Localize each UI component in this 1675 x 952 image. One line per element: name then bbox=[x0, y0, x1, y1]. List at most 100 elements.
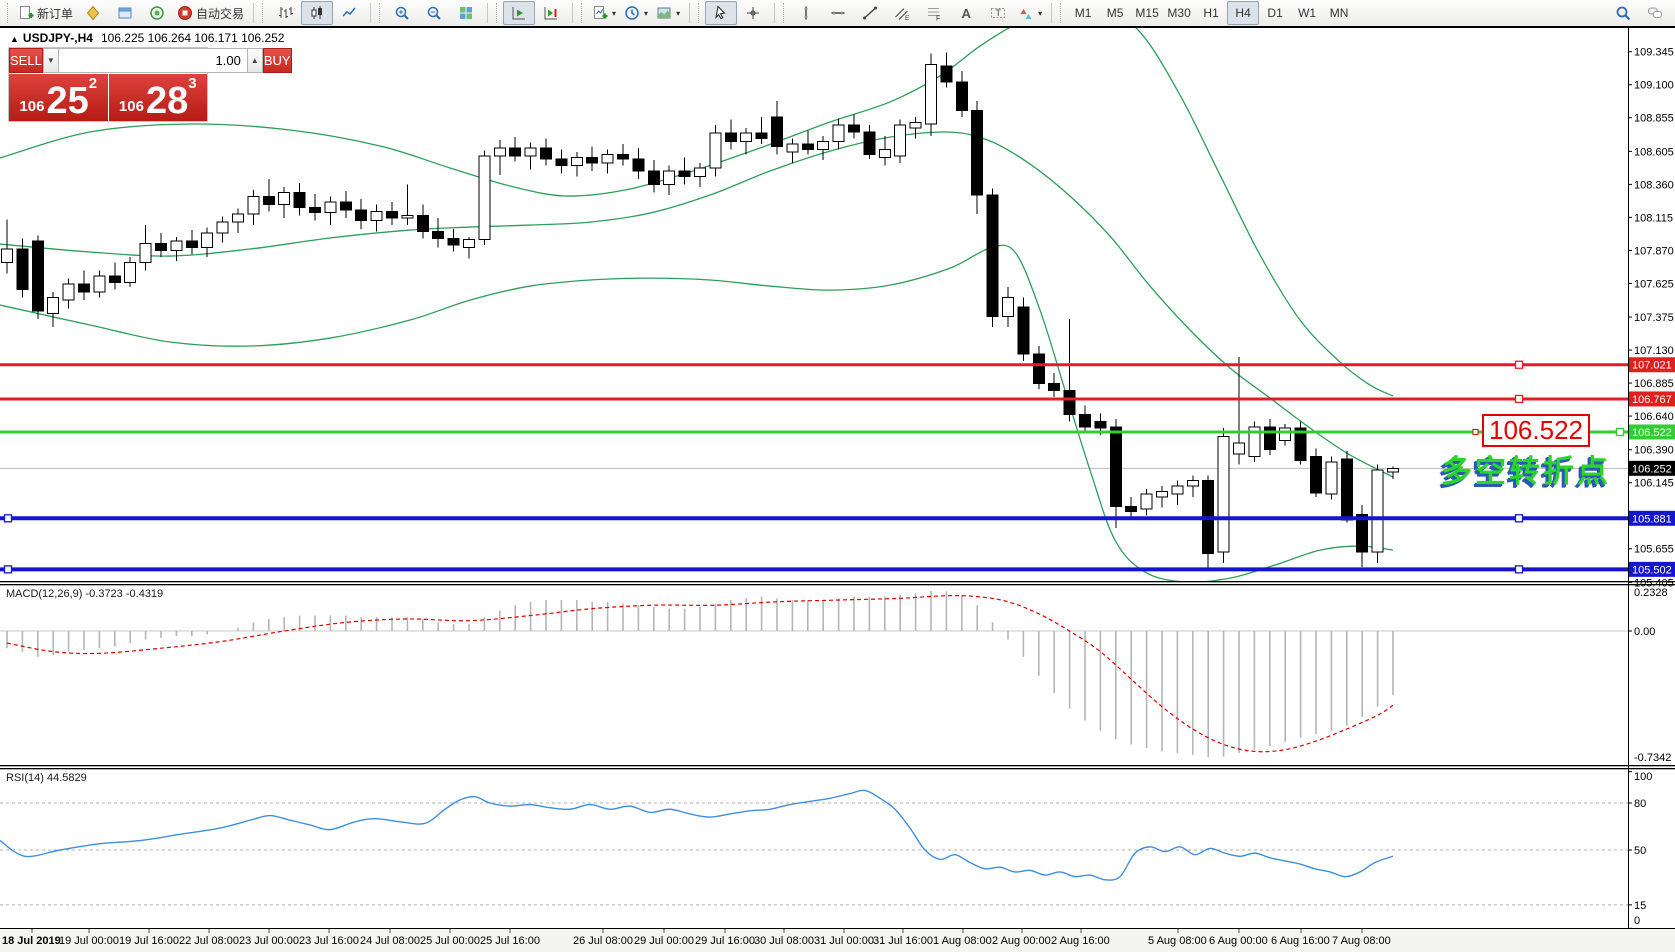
text-label-button[interactable]: T bbox=[982, 1, 1014, 25]
candle-body bbox=[432, 231, 445, 239]
hline-handle[interactable] bbox=[1514, 394, 1524, 404]
new-order-button[interactable]: 新订单 bbox=[14, 1, 77, 25]
toolbar-separator bbox=[370, 3, 372, 23]
crosshair-button[interactable] bbox=[737, 1, 769, 25]
trendline-button[interactable] bbox=[854, 1, 886, 25]
hline-handle[interactable] bbox=[1514, 565, 1524, 574]
templates-button[interactable]: ▾ bbox=[652, 1, 684, 25]
line-chart-button[interactable] bbox=[333, 1, 365, 25]
panel-separator[interactable] bbox=[0, 584, 1675, 586]
text-button[interactable]: A bbox=[950, 1, 982, 25]
toolbar-grip bbox=[783, 3, 787, 23]
indicators-icon bbox=[594, 6, 608, 19]
candle-body bbox=[694, 167, 706, 177]
timeframe-h4-button[interactable]: H4 bbox=[1227, 1, 1260, 25]
candle-body bbox=[1109, 426, 1122, 507]
timeframe-m30-button[interactable]: M30 bbox=[1167, 6, 1191, 20]
horizontal-line-button[interactable] bbox=[822, 1, 854, 25]
indicators-button[interactable]: ▾ bbox=[588, 1, 620, 25]
navigator-button[interactable] bbox=[141, 1, 173, 25]
panel-separator[interactable] bbox=[0, 581, 1675, 583]
data-window-icon bbox=[118, 7, 132, 19]
hline-handle[interactable] bbox=[1514, 360, 1524, 369]
timeframe-m5-button[interactable]: M5 bbox=[1106, 6, 1124, 20]
bar-chart-button[interactable] bbox=[269, 1, 301, 25]
search-button[interactable] bbox=[1607, 1, 1639, 25]
market-watch-button[interactable] bbox=[77, 1, 109, 25]
equidistant-channel-button[interactable]: E bbox=[886, 1, 918, 25]
chinese-annotation-text[interactable]: 多空转折点 bbox=[1441, 454, 1611, 489]
timeframe-m1-button[interactable]: M1 bbox=[1074, 6, 1092, 20]
panel-separator[interactable] bbox=[0, 768, 1675, 770]
candle-body bbox=[324, 201, 337, 214]
candle-body bbox=[185, 240, 198, 249]
toolbar-grip bbox=[1060, 3, 1064, 23]
auto-scroll-button[interactable] bbox=[503, 1, 536, 25]
collapse-panel-icon[interactable]: ▲ bbox=[10, 34, 19, 44]
timeframe-d1-button[interactable]: D1 bbox=[1267, 6, 1283, 20]
panel-separator[interactable] bbox=[0, 765, 1675, 767]
timeframe-w1-button[interactable]: W1 bbox=[1298, 6, 1317, 20]
sell-price-button[interactable]: 106 25 2 bbox=[9, 74, 108, 121]
zoom-in-button[interactable] bbox=[386, 1, 418, 25]
hline-handle[interactable] bbox=[3, 514, 13, 523]
timeframe-h1-button[interactable]: H1 bbox=[1203, 6, 1219, 20]
rsi-axis[interactable]: 100 80 50 15 0 bbox=[1628, 771, 1652, 929]
time-tick-label: 23 Jul 16:00 bbox=[299, 935, 359, 947]
trendline-icon bbox=[863, 6, 878, 20]
candle-body bbox=[232, 213, 244, 223]
zoom-out-button[interactable] bbox=[418, 1, 450, 25]
buy-price-button[interactable]: 106 28 3 bbox=[108, 74, 207, 121]
hline-handle[interactable] bbox=[3, 565, 13, 574]
candle-body bbox=[663, 170, 676, 185]
timeframe-m15-button[interactable]: M15 bbox=[1135, 6, 1159, 20]
candle-body bbox=[124, 262, 137, 284]
toolbar-separator bbox=[487, 3, 489, 23]
price-callout-label[interactable]: 106.522 bbox=[1482, 414, 1590, 447]
time-tick-label: 30 Jul 08:00 bbox=[754, 935, 814, 947]
candlestick-chart-button[interactable] bbox=[301, 1, 334, 25]
volume-input[interactable] bbox=[58, 48, 247, 73]
callout-anchor-handle[interactable] bbox=[1472, 428, 1479, 435]
toolbar-separator bbox=[689, 3, 691, 23]
cursor-button[interactable] bbox=[705, 1, 738, 25]
macd-signal-line bbox=[6, 595, 1394, 753]
volume-increase-button[interactable]: ▲ bbox=[246, 48, 263, 73]
price-tick-label: 107.625 bbox=[1634, 278, 1674, 290]
volume-decrease-button[interactable]: ▼ bbox=[42, 48, 59, 73]
label-icon: T bbox=[991, 8, 1006, 18]
tile-windows-button[interactable] bbox=[450, 1, 482, 25]
toolbar-separator bbox=[774, 3, 776, 23]
price-tick-label: 106.640 bbox=[1634, 411, 1674, 423]
fibonacci-button[interactable]: F bbox=[918, 1, 950, 25]
toolbar: 新订单 自动交易 ▾ ▾ ▾ E F A T ▾ M1 M5 M15 M30 H1 H4 D1 W1 MN bbox=[0, 0, 1675, 27]
svg-text:F: F bbox=[936, 16, 940, 22]
chart-shift-icon bbox=[544, 7, 558, 20]
chart-title: ▲ USDJPY-,H4 106.225 106.264 106.171 106.2… bbox=[10, 31, 284, 45]
candle-body bbox=[1371, 469, 1384, 553]
buy-button[interactable]: BUY bbox=[262, 48, 292, 73]
community-chat-button[interactable] bbox=[1639, 1, 1671, 25]
price-badge-label: 106.767 bbox=[1632, 394, 1672, 406]
vertical-line-button[interactable] bbox=[790, 1, 822, 25]
candle-body bbox=[1032, 353, 1045, 385]
hline-handle[interactable] bbox=[1615, 427, 1625, 437]
price-axis[interactable]: 109.345 109.100 108.855 108.605 108.360 108.1… bbox=[1628, 28, 1675, 928]
data-window-button[interactable] bbox=[109, 1, 141, 25]
price-badge bbox=[1629, 391, 1675, 407]
toolbar-separator bbox=[572, 3, 574, 23]
time-tick-label: 29 Jul 00:00 bbox=[634, 935, 694, 947]
autotrading-button[interactable]: 自动交易 bbox=[173, 1, 248, 25]
rsi-level-label: 80 bbox=[1634, 798, 1646, 810]
candle-body bbox=[801, 143, 814, 150]
timeframe-mn-button[interactable]: MN bbox=[1329, 6, 1349, 20]
rsi-line bbox=[0, 789, 1394, 881]
arrows-button[interactable]: ▾ bbox=[1014, 1, 1046, 25]
sell-button[interactable]: SELL bbox=[9, 48, 43, 73]
periods-button[interactable]: ▾ bbox=[620, 1, 652, 25]
hline-handle[interactable] bbox=[1514, 514, 1524, 523]
macd-axis[interactable]: 0.2328 0.00 -0.7342 bbox=[1628, 587, 1671, 764]
chart-shift-button[interactable] bbox=[535, 1, 567, 25]
